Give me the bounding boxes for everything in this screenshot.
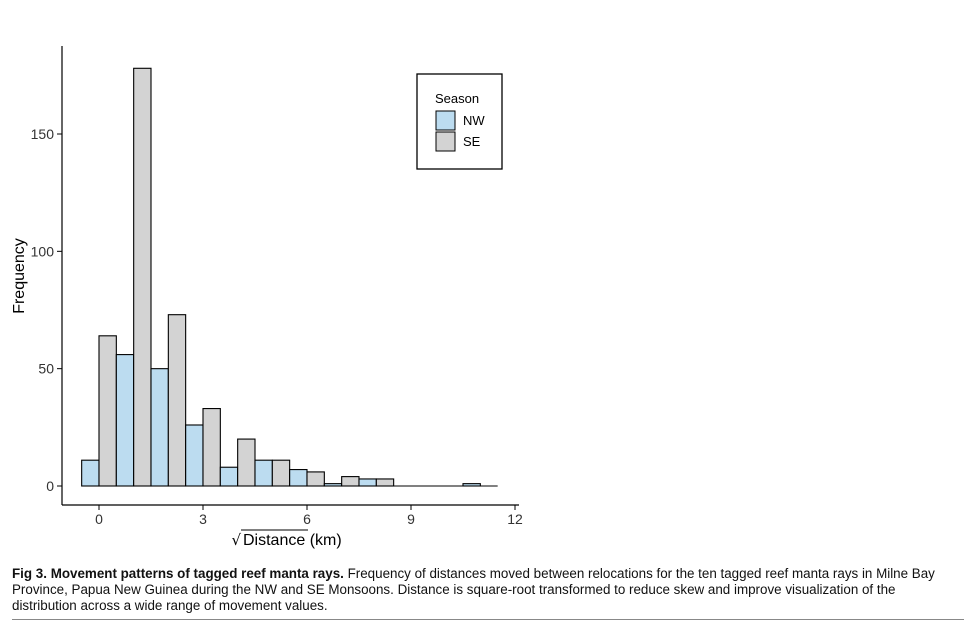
legend-swatch-nw: [435, 110, 456, 131]
legend-title: Season: [435, 91, 479, 106]
x-tick-label: 0: [95, 511, 103, 527]
y-tick-label: 50: [38, 361, 54, 377]
x-tick-label: 6: [303, 511, 311, 527]
legend-box: [416, 73, 503, 170]
x-tick-label: 9: [407, 511, 415, 527]
legend-label-nw: NW: [463, 113, 485, 128]
histogram-chart: 0 50 100 150 0 3 6 9 12 Frequency √ Distance (k…: [11, 46, 523, 549]
y-axis-label: Frequency: [11, 238, 28, 314]
bar-nw-bin-8: [358, 478, 377, 487]
legend-label-se: SE: [463, 134, 481, 149]
caption-title: Fig 3. Movement patterns of tagged reef …: [12, 566, 344, 581]
bar-se-bin-7: [341, 476, 360, 487]
bar-nw-bin-0: [81, 459, 100, 487]
x-tick-label: 12: [507, 511, 523, 527]
legend-swatch-se: [435, 131, 456, 152]
x-axis-label-group: √ Distance (km): [231, 529, 342, 549]
figure-caption: Fig 3. Movement patterns of tagged reef …: [12, 566, 962, 614]
bar-nw-bin-3: [185, 424, 204, 487]
bar-se-bin-4: [237, 438, 256, 487]
x-axis-label-sqrt: √: [231, 531, 241, 549]
bar-se-bin-5: [271, 459, 291, 487]
bar-se-bin-8: [375, 478, 395, 487]
bar-nw-bin-4: [219, 466, 239, 487]
x-ticks: 0 3 6 9 12: [95, 505, 523, 527]
caption-divider: [12, 619, 964, 620]
x-axis-label: Distance (km): [243, 532, 342, 549]
y-tick-label: 0: [46, 478, 54, 494]
caption-text: Frequency of distances moved between rel…: [12, 566, 935, 613]
bar-se-bin-3: [202, 408, 221, 487]
bar-nw-bin-5: [254, 459, 273, 487]
bar-se-bin-2: [167, 314, 187, 487]
bar-nw-bin-1: [115, 354, 135, 487]
y-tick-label: 100: [31, 243, 55, 259]
x-tick-label: 3: [199, 511, 207, 527]
histogram-bars: [81, 67, 498, 487]
bar-se-bin-1: [133, 67, 152, 487]
bar-se-bin-0: [98, 335, 117, 487]
bar-se-bin-6: [306, 471, 325, 487]
bar-nw-bin-6: [289, 469, 308, 487]
legend: Season NW SE: [416, 73, 503, 170]
y-ticks: 0 50 100 150: [31, 126, 62, 494]
axes: [61, 46, 519, 506]
y-tick-label: 150: [31, 126, 55, 142]
bar-nw-bin-2: [150, 368, 169, 487]
